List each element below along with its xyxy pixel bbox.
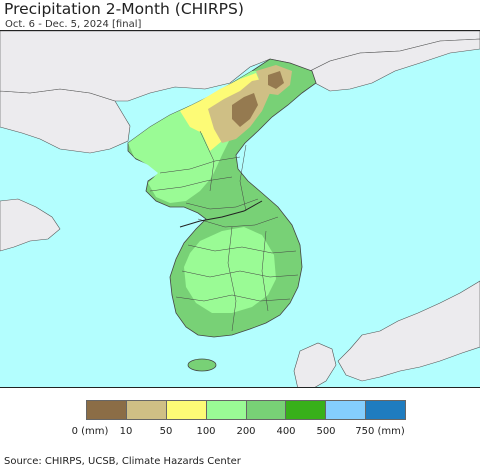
jeju-island (187, 358, 217, 372)
japan-kyushu (293, 342, 337, 387)
japan-land (337, 280, 480, 382)
map-title: Precipitation 2-Month (CHIRPS) (4, 0, 244, 18)
legend-swatch-6 (326, 401, 367, 419)
north-korea-0-10-east (268, 71, 284, 89)
legend-swatch-2 (166, 401, 207, 419)
legend-tick-label: 50 (159, 426, 173, 437)
map-canvas (0, 31, 480, 387)
map-subtitle: Oct. 6 - Dec. 5, 2024 [final] (5, 19, 142, 30)
legend-swatch-7 (366, 401, 405, 419)
legend-swatch-3 (206, 401, 247, 419)
dmz-border (179, 200, 263, 228)
south-korea-100-200 (184, 227, 276, 313)
russia-land (309, 38, 480, 92)
legend-tick-label: 10 (119, 426, 133, 437)
legend-swatch-0 (87, 401, 127, 419)
legend-tick-label: 200 (236, 426, 256, 437)
china-land-shandong (0, 198, 61, 252)
legend-swatch-5 (286, 401, 327, 419)
legend-tick-label: 500 (316, 426, 336, 437)
north-korea-0-10 (232, 93, 258, 127)
legend-tick-label: 100 (196, 426, 216, 437)
province-borders (149, 130, 299, 332)
legend-swatch-4 (246, 401, 287, 419)
legend-tick-label: 400 (276, 426, 296, 437)
source-credit: Source: CHIRPS, UCSB, Climate Hazards Ce… (4, 456, 241, 467)
precipitation-map (0, 30, 480, 388)
legend-tick-label: 0 (mm) (71, 426, 109, 437)
legend-colorbar (86, 400, 406, 420)
legend-swatch-1 (126, 401, 167, 419)
legend-tick-label: 750 (mm) (355, 426, 405, 437)
